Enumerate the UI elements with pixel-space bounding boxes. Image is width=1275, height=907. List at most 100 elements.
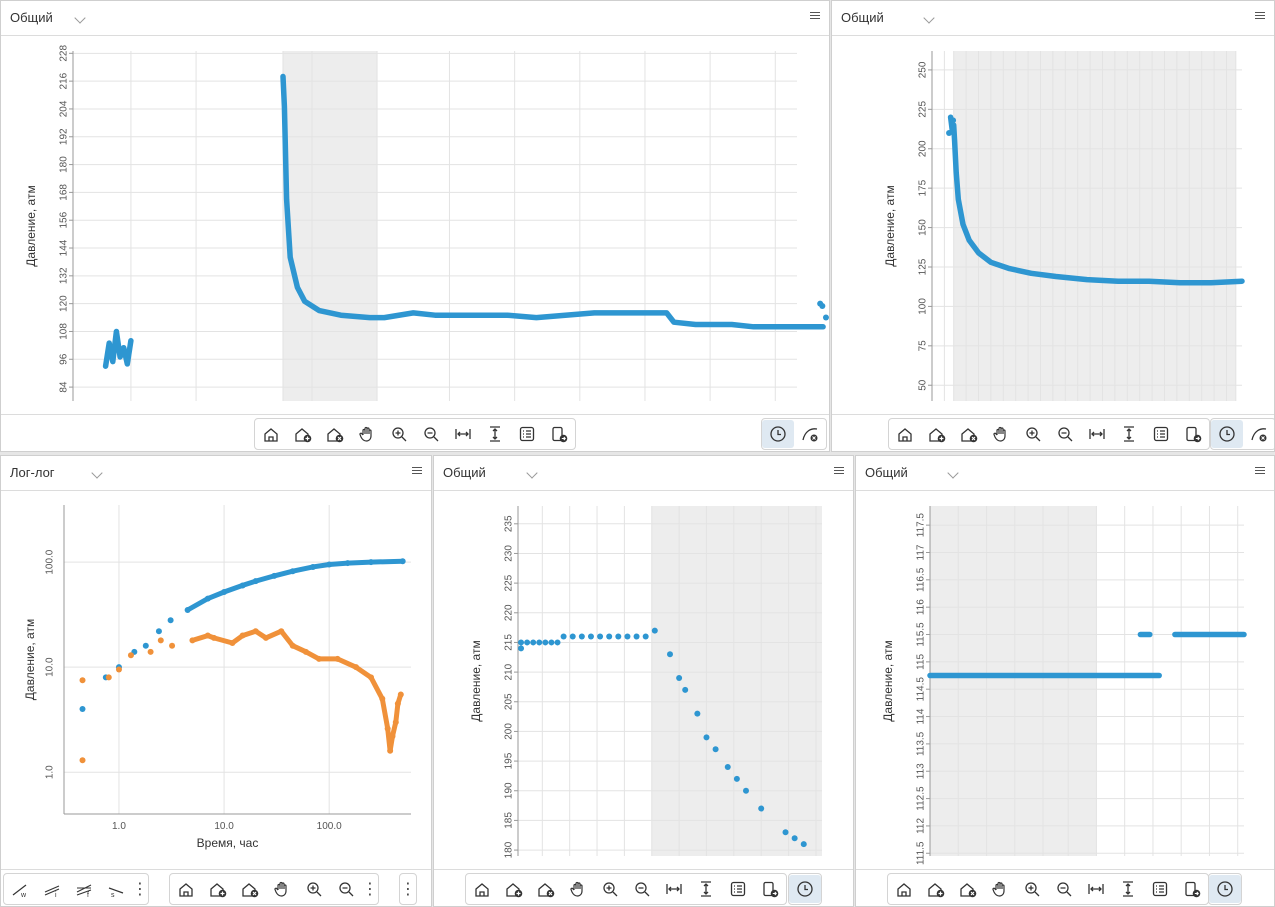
fit-vertical-icon[interactable] [1112, 875, 1144, 903]
fit-horizontal-icon[interactable] [1081, 420, 1113, 448]
legend-list-icon[interactable] [511, 420, 543, 448]
zoom-home-reset-icon[interactable] [530, 875, 562, 903]
zoom-out-icon[interactable] [415, 420, 447, 448]
y-tick-label: 111.5 [916, 841, 927, 865]
loglog-chart[interactable]: 1.0 10.0 100.0 1.0 10.0 100.0 Давление, атм Вре… [1, 491, 431, 871]
clock-icon[interactable] [1209, 875, 1241, 903]
pan-hand-icon[interactable] [984, 875, 1016, 903]
zoom-out-icon[interactable] [330, 875, 362, 903]
fit-vertical-icon[interactable] [690, 875, 722, 903]
home-icon[interactable] [466, 875, 498, 903]
data-point [530, 639, 537, 646]
zoom-home-reset-icon[interactable] [234, 875, 266, 903]
chevron-down-icon[interactable] [91, 467, 103, 479]
data-point [703, 734, 710, 741]
clock-icon[interactable] [1211, 420, 1243, 448]
w-line-tool-icon[interactable]: w [4, 875, 36, 903]
zoom-out-icon[interactable] [1048, 875, 1080, 903]
home-icon[interactable] [170, 875, 202, 903]
more-icon[interactable]: ⋮ [132, 881, 148, 898]
fit-vertical-icon[interactable] [1113, 420, 1145, 448]
menu-icon[interactable] [1255, 467, 1265, 474]
fit-horizontal-icon[interactable] [447, 420, 479, 448]
home-icon[interactable] [888, 875, 920, 903]
data-point [169, 642, 176, 649]
menu-icon[interactable] [1255, 12, 1265, 19]
menu-icon[interactable] [834, 467, 844, 474]
fit-vertical-icon[interactable] [479, 420, 511, 448]
f-line-tool-icon[interactable]: f [68, 875, 100, 903]
menu-icon[interactable] [810, 12, 820, 19]
zoom-in-icon[interactable] [1016, 875, 1048, 903]
i-line-tool-icon[interactable]: i [36, 875, 68, 903]
zoom-home-in-icon[interactable] [202, 875, 234, 903]
home-icon[interactable] [889, 420, 921, 448]
pressure-chart[interactable]: 84 96 108 120 132 144 156 168 180 192 204 216 228 Дав… [1, 36, 829, 416]
data-point [524, 639, 531, 646]
selection-range [953, 51, 1236, 401]
data-point [682, 686, 689, 693]
y-tick-label: 190 [504, 782, 515, 799]
zoom-home-reset-icon[interactable] [953, 420, 985, 448]
derivative-curve-icon[interactable] [794, 420, 826, 448]
more-icon[interactable]: ⋮ [400, 881, 416, 898]
zoom-home-in-icon[interactable] [921, 420, 953, 448]
export-icon[interactable] [754, 875, 786, 903]
home-icon[interactable] [255, 420, 287, 448]
clock-icon[interactable] [762, 420, 794, 448]
zoom-home-reset-icon[interactable] [952, 875, 984, 903]
chevron-down-icon[interactable] [74, 12, 86, 24]
data-point [615, 633, 622, 640]
chevron-down-icon[interactable] [923, 12, 935, 24]
zoom-in-icon[interactable] [383, 420, 415, 448]
export-icon[interactable] [1176, 875, 1208, 903]
y-tick-label: 168 [59, 184, 70, 201]
export-icon[interactable] [543, 420, 575, 448]
zoom-out-icon[interactable] [626, 875, 658, 903]
pressure-chart[interactable]: 180 185 190 195 200 205 210 215 220 225 230 235 Давл… [434, 491, 853, 871]
zoom-in-icon[interactable] [594, 875, 626, 903]
zoom-home-in-icon[interactable] [920, 875, 952, 903]
chart-panel-2: Общий 50 75 100 125 150 175 200 225 250 Давление,… [831, 0, 1275, 452]
menu-icon[interactable] [412, 467, 422, 474]
zoom-out-icon[interactable] [1049, 420, 1081, 448]
export-icon[interactable] [1177, 420, 1209, 448]
fit-horizontal-icon[interactable] [1080, 875, 1112, 903]
zoom-in-icon[interactable] [1017, 420, 1049, 448]
y-tick-label: 156 [59, 211, 70, 228]
chevron-down-icon[interactable] [947, 467, 959, 479]
zoom-in-icon[interactable] [298, 875, 330, 903]
zoom-home-in-icon[interactable] [287, 420, 319, 448]
more-toolbar: ⋮ [399, 873, 417, 905]
selection-range [930, 506, 1097, 856]
pan-hand-icon[interactable] [562, 875, 594, 903]
y-tick-label: 192 [59, 128, 70, 145]
mode-toolbar [1210, 418, 1274, 450]
more-icon[interactable]: ⋮ [362, 881, 378, 898]
chart-toolbar [888, 418, 1210, 450]
derivative-curve-icon[interactable] [1243, 420, 1274, 448]
chart-panel-1: Общий 84 96 108 120 132 144 156 168 180 192 204 216… [0, 0, 830, 452]
y-tick-label: 250 [918, 61, 929, 78]
legend-list-icon[interactable] [1144, 875, 1176, 903]
pan-hand-icon[interactable] [266, 875, 298, 903]
y-tick-label: 116 [916, 599, 927, 615]
legend-list-icon[interactable] [722, 875, 754, 903]
chevron-down-icon[interactable] [526, 467, 538, 479]
pan-hand-icon[interactable] [985, 420, 1017, 448]
chart-panel-4: Общий 180 185 190 195 200 205 210 215 220 225 230 2… [433, 455, 854, 907]
legend-list-icon[interactable] [1145, 420, 1177, 448]
pressure-chart[interactable]: 50 75 100 125 150 175 200 225 250 Давление, атм [832, 36, 1274, 416]
zoom-home-reset-icon[interactable] [319, 420, 351, 448]
fit-horizontal-icon[interactable] [658, 875, 690, 903]
y-tick-label: 200 [504, 723, 515, 740]
zoom-home-in-icon[interactable] [498, 875, 530, 903]
pan-hand-icon[interactable] [351, 420, 383, 448]
y-tick-label: 108 [59, 323, 70, 340]
pressure-chart[interactable]: 111.5 112 112.5 113 113.5 114 114.5 115 115.5 116… [856, 491, 1274, 871]
data-point [694, 710, 701, 717]
clock-icon[interactable] [789, 875, 821, 903]
data-point [79, 757, 86, 764]
s-line-tool-icon[interactable]: s [100, 875, 132, 903]
panel-title: Общий [443, 465, 486, 480]
